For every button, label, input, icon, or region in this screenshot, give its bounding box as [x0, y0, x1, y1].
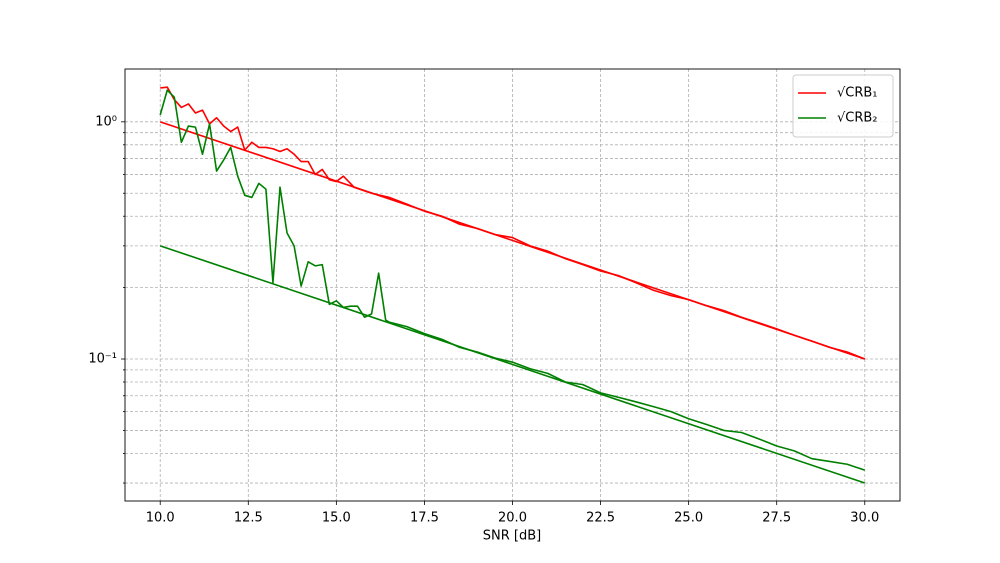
y-tick-label: 10⁻¹ — [88, 352, 117, 367]
x-tick-label: 10.0 — [146, 511, 175, 526]
x-tick-label: 27.5 — [762, 511, 791, 526]
series-line — [159, 89, 866, 471]
x-tick-label: 12.5 — [234, 511, 263, 526]
x-tick-label: 17.5 — [410, 511, 439, 526]
legend-label: √CRB₁ — [837, 86, 878, 101]
legend-box — [792, 74, 894, 138]
x-tick-label: 30.0 — [850, 511, 879, 526]
y-tick-label: 10⁰ — [95, 114, 117, 129]
x-tick-label: 25.0 — [674, 511, 703, 526]
x-tick-label: 22.5 — [586, 511, 615, 526]
x-tick-label: 15.0 — [322, 511, 351, 526]
series-line — [160, 86, 866, 360]
legend: √CRB₁ √CRB₂ — [792, 74, 894, 138]
series-line — [159, 245, 866, 484]
x-tick-label: 20.0 — [498, 511, 527, 526]
legend-label: √CRB₂ — [837, 111, 878, 126]
plot-frame — [124, 68, 901, 502]
x-axis-label: SNR [dB] — [483, 529, 541, 544]
